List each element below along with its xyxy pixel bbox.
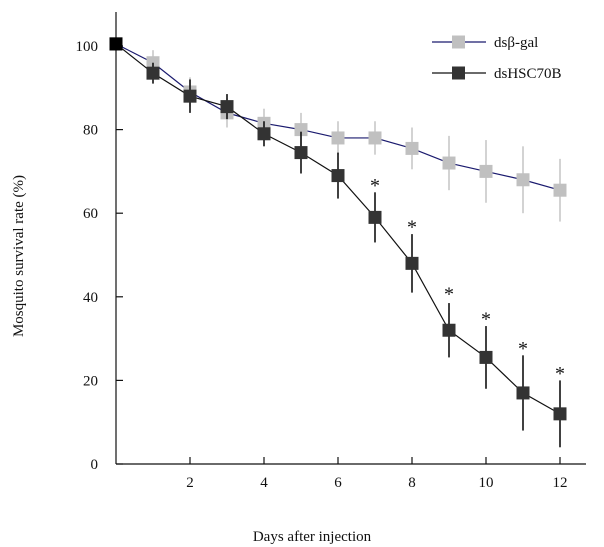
data-point — [553, 407, 567, 421]
y-tick-label: 40 — [83, 290, 98, 306]
data-point — [442, 156, 456, 170]
data-point — [294, 146, 308, 160]
legend-marker — [452, 35, 465, 49]
data-point — [294, 123, 308, 137]
y-tick-label: 80 — [83, 123, 98, 139]
data-point — [479, 164, 493, 178]
significance-star: * — [444, 284, 454, 306]
x-axis-label: Days after injection — [253, 529, 372, 545]
y-tick-label: 20 — [83, 373, 98, 389]
significance-star: * — [407, 217, 417, 239]
axes — [115, 12, 586, 465]
data-point — [331, 169, 345, 183]
significance-star: * — [370, 175, 380, 197]
data-point — [331, 131, 345, 145]
significance-star: * — [518, 338, 528, 360]
x-tick-label: 12 — [553, 475, 568, 491]
data-point — [442, 323, 456, 337]
series-1 — [109, 37, 567, 448]
data-point — [553, 183, 567, 197]
y-tick-label: 60 — [83, 206, 98, 222]
legend-label: dsHSC70B — [494, 66, 562, 82]
data-point — [516, 173, 530, 187]
series-line — [115, 43, 561, 415]
data-point — [405, 256, 419, 270]
annotations: * * * * * * — [370, 175, 565, 385]
legend-label: dsβ-gal — [494, 35, 538, 51]
data-point — [109, 37, 123, 51]
y-tick-label: 100 — [76, 39, 99, 55]
data-point — [146, 66, 160, 80]
ticks: 0 20 40 60 80 100 2 4 6 8 10 12 — [76, 39, 568, 491]
data-point — [479, 350, 493, 364]
x-tick-label: 6 — [334, 475, 342, 491]
y-axis-label: Mosquito survival rate (%) — [11, 175, 27, 337]
x-tick-label: 10 — [479, 475, 494, 491]
data-point — [220, 100, 234, 114]
y-tick-label: 0 — [91, 457, 99, 473]
data-point — [183, 89, 197, 103]
series — [109, 37, 567, 448]
data-point — [516, 386, 530, 400]
x-tick-label: 2 — [186, 475, 194, 491]
legend-marker — [452, 66, 465, 80]
data-point — [368, 210, 382, 224]
data-point — [405, 141, 419, 155]
data-point — [257, 127, 271, 141]
significance-star: * — [555, 363, 565, 385]
x-tick-label: 4 — [260, 475, 268, 491]
data-point — [368, 131, 382, 145]
x-tick-label: 8 — [408, 475, 416, 491]
legend: dsβ-gal dsHSC70B — [432, 35, 562, 82]
significance-star: * — [481, 309, 491, 331]
